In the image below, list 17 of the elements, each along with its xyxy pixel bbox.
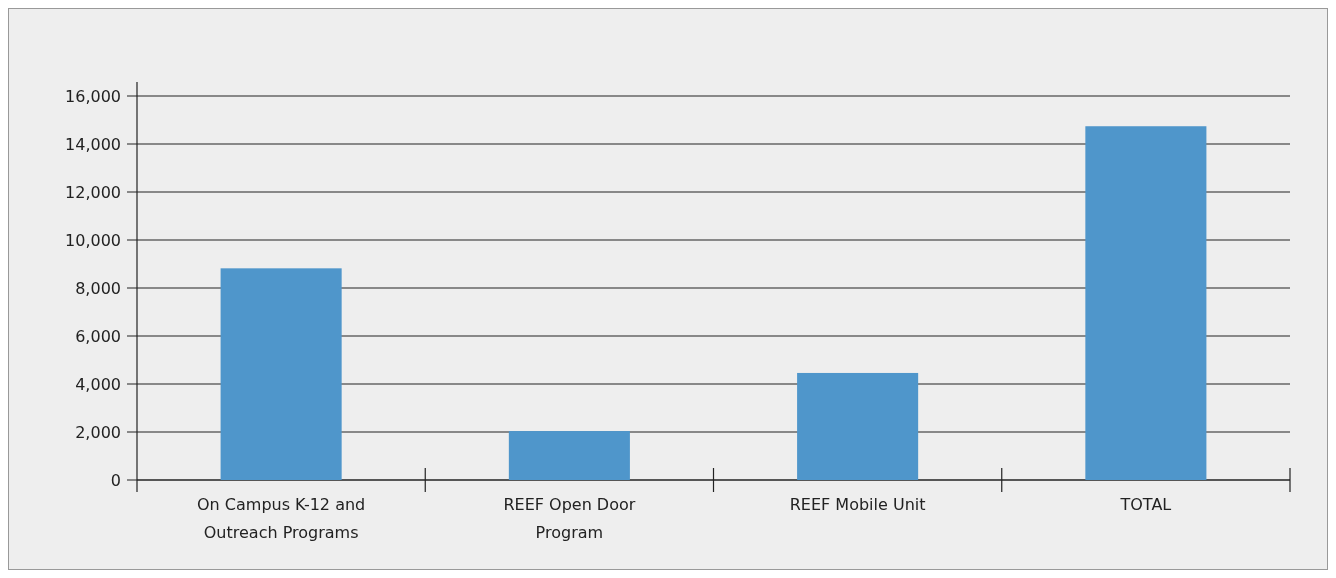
x-tick-label: TOTAL: [1119, 495, 1172, 514]
bar: [1085, 126, 1207, 480]
y-tick-label: 10,000: [65, 230, 121, 250]
y-tick-label: 6,000: [75, 326, 121, 346]
x-tick-label: On Campus K-12 and Outreach Programs: [197, 495, 366, 542]
x-tick-label: REEF Open Door Program: [503, 495, 636, 542]
bar: [220, 268, 342, 480]
bar: [508, 431, 630, 480]
y-tick-label: 2,000: [75, 422, 121, 442]
y-tick-label: 14,000: [65, 134, 121, 154]
bar: [797, 372, 919, 480]
y-tick-label: 12,000: [65, 182, 121, 202]
y-tick-label: 0: [110, 470, 121, 490]
x-tick-label: REEF Mobile Unit: [789, 495, 926, 514]
y-tick-label: 8,000: [75, 278, 121, 298]
y-tick-label: 4,000: [75, 374, 121, 394]
y-tick-label: 16,000: [65, 86, 121, 106]
